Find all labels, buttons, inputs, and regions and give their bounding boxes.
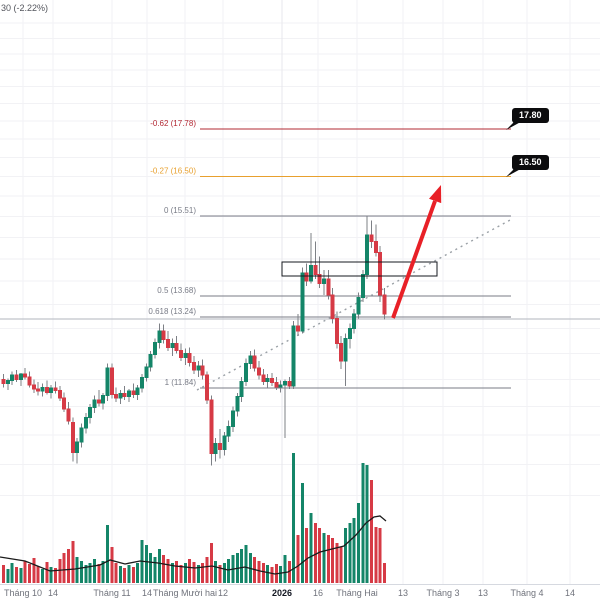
candles [1,216,387,466]
fib-level-label-0.618: 0.618 (13.24) [148,307,196,316]
time-axis-label[interactable]: Tháng 11 [93,588,130,598]
volume-bars [2,453,387,583]
price-callout-16-50[interactable]: 16.50 [506,155,549,177]
fib-level-label-0.5: 0.5 (13.68) [157,286,196,295]
time-axis-label[interactable]: 14 [142,588,152,598]
time-axis-label[interactable]: 2026 [272,588,292,598]
arrow-head-icon [429,185,442,204]
time-axis-label[interactable]: 14 [48,588,58,598]
fib-level-label--0.62: -0.62 (17.78) [150,119,196,128]
price-callout-17-80[interactable]: 17.80 [506,108,549,130]
time-axis-label[interactable]: Tháng 4 [510,588,543,598]
time-axis-label[interactable]: Tháng Hai [336,588,378,598]
time-axis-label[interactable]: 13 [398,588,408,598]
time-axis-label[interactable]: 12 [218,588,228,598]
price-callout-label: 16.50 [519,157,542,167]
time-axis-label[interactable]: Tháng 10 [4,588,42,598]
fib-level-label-0: 0 (15.51) [164,206,196,215]
time-axis-label[interactable]: 13 [478,588,488,598]
time-axis-label[interactable]: 16 [313,588,323,598]
fib-retracement[interactable]: -0.62 (17.78) -0.27 (16.50) 0 (15.51) 0.5 (… [148,119,511,389]
price-callout-label: 17.80 [519,110,542,120]
grid [0,0,600,584]
time-axis-label[interactable]: 14 [565,588,575,598]
volume-ma-line[interactable] [0,515,387,575]
fib-level-label-1: 1 (11.84) [165,378,197,387]
time-axis[interactable]: Tháng 10 14 Tháng 11 14 Tháng Mười hai 12 2026… [0,584,600,600]
fib-level-label--0.27: -0.27 (16.50) [150,167,196,176]
time-axis-label[interactable]: Tháng Mười hai [153,588,217,598]
projection-arrow[interactable] [391,185,442,319]
time-axis-label[interactable]: Tháng 3 [426,588,459,598]
highlight-box[interactable] [281,261,438,277]
legend-change-text: 30 (-2.22%) [1,3,49,13]
